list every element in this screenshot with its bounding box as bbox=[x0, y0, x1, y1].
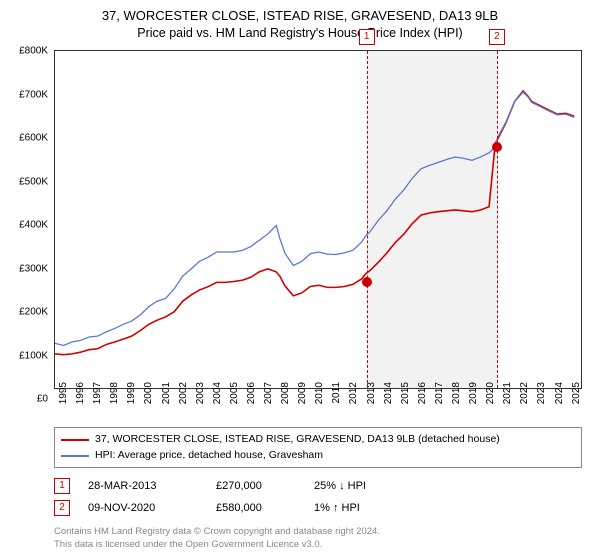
sale-row-price: £580,000 bbox=[216, 502, 296, 514]
sale-row-badge: 1 bbox=[54, 478, 70, 494]
sale-marker-badge: 2 bbox=[489, 29, 505, 45]
sale-marker-dot bbox=[362, 277, 372, 287]
y-tick-label: £600K bbox=[19, 133, 48, 144]
y-tick-label: £800K bbox=[19, 46, 48, 57]
chart-lines-svg bbox=[55, 51, 581, 387]
y-tick-label: £500K bbox=[19, 176, 48, 187]
footer-line-1: Contains HM Land Registry data © Crown c… bbox=[54, 526, 586, 539]
footer-line-2: This data is licensed under the Open Gov… bbox=[54, 539, 586, 552]
legend-row: 37, WORCESTER CLOSE, ISTEAD RISE, GRAVES… bbox=[61, 432, 575, 448]
sale-row-price: £270,000 bbox=[216, 480, 296, 492]
chart-container: 37, WORCESTER CLOSE, ISTEAD RISE, GRAVES… bbox=[0, 0, 600, 560]
legend-swatch bbox=[61, 455, 89, 457]
chart-plot-area: £0£100K£200K£300K£400K£500K£600K£700K£80… bbox=[54, 50, 582, 388]
sale-row-pct: 25% ↓ HPI bbox=[314, 480, 404, 492]
legend-swatch bbox=[61, 439, 89, 441]
y-tick-label: £0 bbox=[37, 394, 48, 405]
sale-row-badge: 2 bbox=[54, 500, 70, 516]
y-tick-label: £400K bbox=[19, 220, 48, 231]
legend-box: 37, WORCESTER CLOSE, ISTEAD RISE, GRAVES… bbox=[54, 427, 582, 469]
sale-row: 1 28-MAR-2013 £270,000 25% ↓ HPI bbox=[54, 478, 586, 494]
footer-attribution: Contains HM Land Registry data © Crown c… bbox=[54, 526, 586, 552]
sales-table: 1 28-MAR-2013 £270,000 25% ↓ HPI 2 09-NOV-202… bbox=[54, 478, 586, 522]
y-tick-label: £200K bbox=[19, 307, 48, 318]
chart-title: 37, WORCESTER CLOSE, ISTEAD RISE, GRAVES… bbox=[14, 8, 586, 25]
legend-label: HPI: Average price, detached house, Grav… bbox=[95, 448, 323, 464]
sale-row-date: 09-NOV-2020 bbox=[88, 502, 198, 514]
y-tick-label: £300K bbox=[19, 263, 48, 274]
y-axis: £0£100K£200K£300K£400K£500K£600K£700K£80… bbox=[10, 51, 52, 387]
legend-row: HPI: Average price, detached house, Grav… bbox=[61, 448, 575, 464]
sale-marker-line bbox=[367, 51, 368, 387]
sale-marker-dot bbox=[492, 142, 502, 152]
sale-row-pct: 1% ↑ HPI bbox=[314, 502, 404, 514]
y-tick-label: £100K bbox=[19, 350, 48, 361]
y-tick-label: £700K bbox=[19, 89, 48, 100]
x-axis: 1995199619971998199920002001200220032004… bbox=[55, 390, 581, 422]
sale-row: 2 09-NOV-2020 £580,000 1% ↑ HPI bbox=[54, 500, 586, 516]
sale-marker-badge: 1 bbox=[359, 29, 375, 45]
sale-marker-line bbox=[497, 51, 498, 387]
legend-label: 37, WORCESTER CLOSE, ISTEAD RISE, GRAVES… bbox=[95, 432, 500, 448]
sale-row-date: 28-MAR-2013 bbox=[88, 480, 198, 492]
